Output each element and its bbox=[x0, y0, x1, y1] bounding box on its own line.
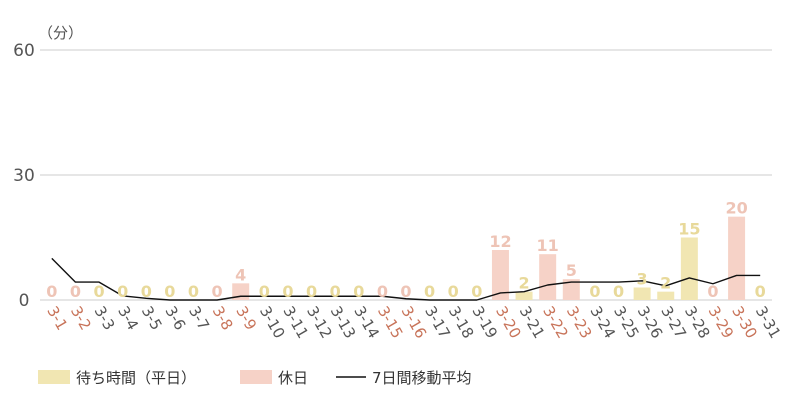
x-tick-label: 3-8 bbox=[209, 303, 237, 333]
x-tick-label: 3-31 bbox=[752, 303, 785, 341]
y-tick-label: 30 bbox=[13, 166, 35, 186]
data-label: 0 bbox=[46, 282, 57, 301]
data-label: 0 bbox=[707, 282, 718, 301]
y-unit-label: （分） bbox=[38, 24, 83, 42]
legend-swatch-weekday bbox=[38, 370, 70, 384]
bar bbox=[657, 291, 675, 300]
data-label: 3 bbox=[637, 270, 648, 289]
data-label: 0 bbox=[282, 282, 293, 301]
x-tick-label: 3-2 bbox=[67, 303, 95, 333]
data-label: 0 bbox=[117, 282, 128, 301]
x-tick-label: 3-4 bbox=[114, 303, 142, 333]
data-label: 12 bbox=[489, 232, 511, 251]
data-label: 2 bbox=[518, 274, 529, 293]
x-tick-label: 3-9 bbox=[232, 303, 260, 333]
data-label: 0 bbox=[424, 282, 435, 301]
bar bbox=[515, 291, 533, 300]
x-tick-label: 3-5 bbox=[138, 303, 166, 333]
data-label: 0 bbox=[212, 282, 223, 301]
x-tick-label: 3-1 bbox=[43, 303, 71, 333]
bars bbox=[232, 216, 746, 300]
x-axis-labels: 3-13-23-33-43-53-63-73-83-93-103-113-123… bbox=[43, 303, 784, 341]
moving-average bbox=[51, 257, 761, 301]
y-axis-ticks: 0 30 60 bbox=[13, 41, 35, 311]
data-label: 0 bbox=[259, 282, 270, 301]
data-label: 0 bbox=[93, 282, 104, 301]
data-label: 0 bbox=[164, 282, 175, 301]
data-label: 0 bbox=[306, 282, 317, 301]
data-label: 0 bbox=[589, 282, 600, 301]
data-label: 0 bbox=[400, 282, 411, 301]
gridlines bbox=[40, 49, 772, 301]
legend-swatch-holiday bbox=[240, 370, 272, 384]
legend-label-holiday: 休日 bbox=[278, 369, 308, 387]
legend-label-average: 7日間移動平均 bbox=[372, 369, 472, 387]
bar bbox=[633, 287, 651, 300]
bar bbox=[680, 237, 698, 300]
x-tick-label: 3-6 bbox=[161, 303, 189, 333]
bar bbox=[539, 254, 557, 300]
data-label: 15 bbox=[678, 220, 700, 239]
legend-label-weekday: 待ち時間（平日） bbox=[76, 369, 196, 387]
y-tick-label: 0 bbox=[19, 291, 30, 311]
data-label: 0 bbox=[353, 282, 364, 301]
data-label: 11 bbox=[537, 236, 559, 255]
data-label: 0 bbox=[613, 282, 624, 301]
bar bbox=[491, 250, 509, 300]
y-tick-label: 60 bbox=[13, 41, 35, 61]
data-label: 0 bbox=[377, 282, 388, 301]
data-label: 2 bbox=[660, 274, 671, 293]
x-tick-label: 3-7 bbox=[185, 303, 213, 333]
data-label: 0 bbox=[330, 282, 341, 301]
legend: 待ち時間（平日） 休日 7日間移動平均 bbox=[38, 369, 472, 387]
data-label: 0 bbox=[755, 282, 766, 301]
data-label: 0 bbox=[448, 282, 459, 301]
bar bbox=[562, 279, 580, 300]
data-label: 4 bbox=[235, 265, 246, 284]
x-tick-label: 3-3 bbox=[91, 303, 119, 333]
moving-average-line bbox=[51, 257, 761, 301]
data-label: 0 bbox=[70, 282, 81, 301]
data-label: 0 bbox=[188, 282, 199, 301]
data-label: 0 bbox=[141, 282, 152, 301]
data-label: 20 bbox=[725, 199, 747, 218]
data-label: 5 bbox=[566, 261, 577, 280]
bar bbox=[728, 216, 746, 300]
data-label: 0 bbox=[471, 282, 482, 301]
